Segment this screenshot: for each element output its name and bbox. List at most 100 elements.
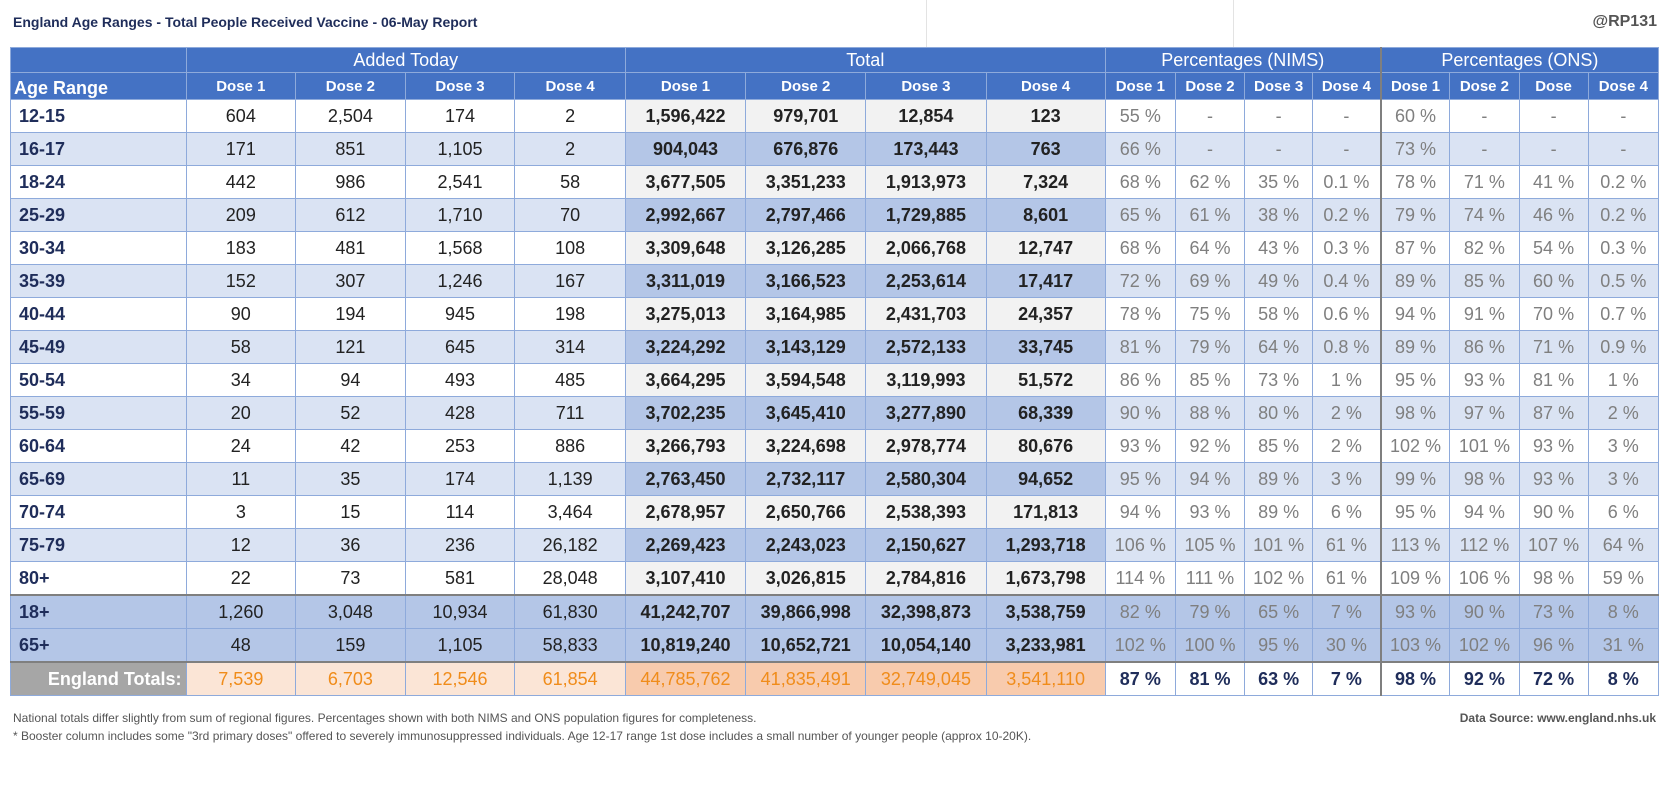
nims-dose-4-cell: - — [1312, 132, 1382, 166]
ons-dose-2-cell: 85 % — [1449, 264, 1520, 298]
ons-dose-3-cell: 71 % — [1518, 330, 1589, 364]
added-dose-1-cell: 209 — [185, 198, 297, 232]
nims-dose-4-cell: 0.8 % — [1312, 330, 1382, 364]
header-divider — [926, 0, 927, 47]
column-header-ons-dose-2: Dose 2 — [1449, 72, 1520, 100]
total-dose-3-cell: 12,854 — [865, 99, 987, 133]
added-dose-2-cell: 121 — [295, 330, 406, 364]
table-row: 75-79 12 36 236 26,182 2,269,423 2,243,023 2,15… — [10, 528, 1660, 562]
added-dose-2-cell: 194 — [295, 297, 406, 331]
group-header-row: Added Today Total Percentages (NIMS) Per… — [10, 47, 1659, 73]
ons-dose-1-cell: 94 % — [1379, 297, 1451, 331]
nims-dose-1-cell: 86 % — [1104, 363, 1176, 397]
age-range-cell: 35-39 — [10, 264, 187, 298]
ons-dose-2-cell: 71 % — [1449, 165, 1520, 199]
added-dose-2-cell: 2,504 — [295, 99, 406, 133]
nims-dose-1-cell: 95 % — [1104, 462, 1176, 496]
added-dose-4-cell: 3,464 — [514, 495, 626, 529]
ons-dose-4-cell: 3 % — [1587, 462, 1660, 496]
nims-dose-1-cell: 68 % — [1104, 165, 1176, 199]
ons-dose-3-cell: 93 % — [1518, 429, 1589, 463]
added-dose-3-cell: 12,546 — [404, 661, 516, 696]
total-dose-4-cell: 123 — [985, 99, 1106, 133]
nims-dose-3-cell: 80 % — [1244, 396, 1314, 430]
added-dose-3-cell: 174 — [404, 462, 516, 496]
nims-dose-4-cell: - — [1312, 99, 1382, 133]
total-dose-4-cell: 8,601 — [985, 198, 1106, 232]
ons-dose-1-cell: 98 % — [1379, 396, 1451, 430]
ons-dose-1-cell: 78 % — [1379, 165, 1451, 199]
total-dose-1-cell: 1,596,422 — [624, 99, 747, 133]
added-dose-4-cell: 28,048 — [514, 561, 626, 596]
nims-dose-1-cell: 106 % — [1104, 528, 1176, 562]
added-dose-2-cell: 6,703 — [295, 661, 406, 696]
nims-dose-1-cell: 81 % — [1104, 330, 1176, 364]
table-row: 65+ 48 159 1,105 58,833 10,819,240 10,652,721 1… — [10, 628, 1660, 663]
added-dose-3-cell: 253 — [404, 429, 516, 463]
total-dose-2-cell: 2,797,466 — [745, 198, 867, 232]
age-range-cell: 18-24 — [10, 165, 187, 199]
added-dose-3-cell: 493 — [404, 363, 516, 397]
column-header-ons-dose-4: Dose 4 — [1587, 72, 1660, 100]
total-dose-3-cell: 3,277,890 — [865, 396, 987, 430]
total-dose-4-cell: 33,745 — [985, 330, 1106, 364]
total-dose-2-cell: 3,026,815 — [745, 561, 867, 596]
report-header: England Age Ranges - Total People Receiv… — [0, 0, 1669, 47]
total-dose-2-cell: 2,243,023 — [745, 528, 867, 562]
nims-dose-1-cell: 90 % — [1104, 396, 1176, 430]
total-dose-2-cell: 3,126,285 — [745, 231, 867, 265]
age-range-cell: 65-69 — [10, 462, 187, 496]
total-dose-3-cell: 10,054,140 — [865, 628, 987, 663]
ons-dose-4-cell: 64 % — [1587, 528, 1660, 562]
ons-dose-3-cell: 93 % — [1518, 462, 1589, 496]
ons-dose-4-cell: 3 % — [1587, 429, 1660, 463]
added-dose-4-cell: 485 — [514, 363, 626, 397]
total-dose-4-cell: 51,572 — [985, 363, 1106, 397]
nims-dose-4-cell: 61 % — [1312, 528, 1382, 562]
ons-dose-3-cell: 73 % — [1518, 594, 1589, 629]
ons-dose-3-cell: 60 % — [1518, 264, 1589, 298]
total-dose-2-cell: 3,594,548 — [745, 363, 867, 397]
nims-dose-1-cell: 94 % — [1104, 495, 1176, 529]
nims-dose-2-cell: 92 % — [1174, 429, 1246, 463]
added-dose-1-cell: 442 — [185, 165, 297, 199]
nims-dose-3-cell: 89 % — [1244, 495, 1314, 529]
nims-dose-1-cell: 87 % — [1104, 661, 1176, 696]
total-dose-1-cell: 3,664,295 — [624, 363, 747, 397]
total-dose-4-cell: 763 — [985, 132, 1106, 166]
ons-dose-3-cell: 81 % — [1518, 363, 1589, 397]
ons-dose-4-cell: 0.2 % — [1587, 165, 1660, 199]
added-dose-1-cell: 20 — [185, 396, 297, 430]
nims-dose-2-cell: 105 % — [1174, 528, 1246, 562]
ons-dose-3-cell: - — [1518, 132, 1589, 166]
column-header-total-dose-3: Dose 3 — [865, 72, 987, 100]
nims-dose-3-cell: 102 % — [1244, 561, 1314, 596]
total-dose-4-cell: 7,324 — [985, 165, 1106, 199]
total-dose-2-cell: 2,732,117 — [745, 462, 867, 496]
total-dose-2-cell: 39,866,998 — [745, 594, 867, 629]
age-range-cell: 80+ — [10, 561, 187, 596]
age-range-cell: 12-15 — [10, 99, 187, 133]
column-header-total-dose-2: Dose 2 — [745, 72, 867, 100]
ons-dose-1-cell: 79 % — [1379, 198, 1451, 232]
added-dose-2-cell: 52 — [295, 396, 406, 430]
added-dose-4-cell: 2 — [514, 99, 626, 133]
ons-dose-1-cell: 113 % — [1379, 528, 1451, 562]
added-dose-2-cell: 986 — [295, 165, 406, 199]
ons-dose-4-cell: 31 % — [1587, 628, 1660, 663]
header-divider — [1233, 0, 1234, 47]
nims-dose-1-cell: 93 % — [1104, 429, 1176, 463]
nims-dose-4-cell: 1 % — [1312, 363, 1382, 397]
nims-dose-4-cell: 3 % — [1312, 462, 1382, 496]
added-dose-4-cell: 70 — [514, 198, 626, 232]
added-dose-3-cell: 1,246 — [404, 264, 516, 298]
added-dose-1-cell: 24 — [185, 429, 297, 463]
nims-dose-3-cell: - — [1244, 99, 1314, 133]
table-row: 18+ 1,260 3,048 10,934 61,830 41,242,707 39,86… — [10, 594, 1660, 629]
added-dose-4-cell: 198 — [514, 297, 626, 331]
age-range-cell: England Totals: — [10, 661, 187, 696]
added-dose-3-cell: 236 — [404, 528, 516, 562]
column-header-nims-dose-3: Dose 3 — [1244, 72, 1314, 100]
added-dose-1-cell: 1,260 — [185, 594, 297, 629]
nims-dose-3-cell: 64 % — [1244, 330, 1314, 364]
